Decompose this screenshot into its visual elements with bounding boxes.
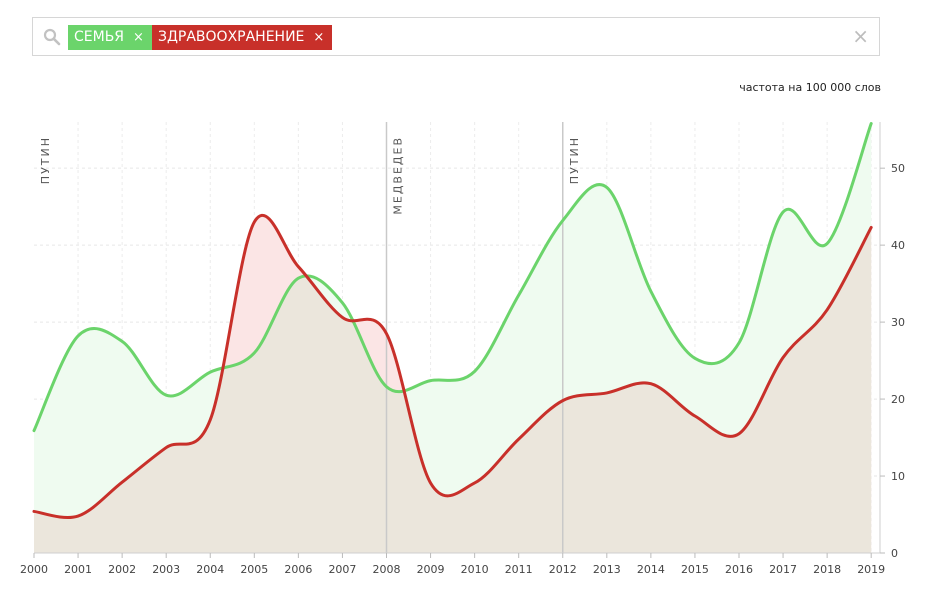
x-tick-label: 2012 (549, 563, 577, 576)
series-line-semya (32, 122, 873, 433)
x-tick-label: 2016 (725, 563, 753, 576)
period-label: ПУТИН (39, 136, 52, 184)
search-icon (43, 28, 61, 46)
x-tick-label: 2018 (813, 563, 841, 576)
x-tick-label: 2010 (461, 563, 489, 576)
x-tick-label: 2004 (196, 563, 224, 576)
y-tick-label: 0 (891, 547, 898, 560)
y-tick-label: 10 (891, 470, 905, 483)
remove-tag-button[interactable]: × (313, 30, 325, 45)
search-bar[interactable]: СЕМЬЯ × ЗДРАВООХРАНЕНИЕ × × (32, 17, 880, 56)
unit-label: частота на 100 000 слов (739, 81, 881, 94)
x-tick-label: 2006 (284, 563, 312, 576)
x-tick-label: 2005 (240, 563, 268, 576)
period-label: МЕДВЕДЕВ (392, 136, 405, 215)
y-tick-label: 30 (891, 316, 905, 329)
y-tick-label: 50 (891, 162, 905, 175)
y-tick-label: 40 (891, 239, 905, 252)
series-line-zdravookhranenie (32, 213, 873, 519)
x-tick-label: 2003 (152, 563, 180, 576)
tag-semya: СЕМЬЯ × (68, 25, 152, 50)
x-tick-label: 2015 (681, 563, 709, 576)
x-tick-label: 2019 (857, 563, 885, 576)
x-tick-label: 2001 (64, 563, 92, 576)
x-tick-label: 2013 (593, 563, 621, 576)
tag-label: СЕМЬЯ (74, 29, 125, 45)
x-tick-label: 2011 (505, 563, 533, 576)
y-tick-label: 20 (891, 393, 905, 406)
area-overlap (34, 215, 872, 553)
tag-zdravookhranenie: ЗДРАВООХРАНЕНИЕ × (152, 25, 333, 50)
period-label: ПУТИН (568, 136, 581, 184)
x-tick-label: 2014 (637, 563, 665, 576)
x-tick-label: 2009 (417, 563, 445, 576)
remove-tag-button[interactable]: × (133, 30, 144, 45)
x-tick-label: 2000 (20, 563, 48, 576)
x-tick-label: 2002 (108, 563, 136, 576)
clear-search-button[interactable]: × (852, 24, 869, 48)
x-tick-label: 2007 (328, 563, 356, 576)
x-tick-label: 2017 (769, 563, 797, 576)
tag-label: ЗДРАВООХРАНЕНИЕ (158, 29, 305, 45)
x-tick-label: 2008 (373, 563, 401, 576)
